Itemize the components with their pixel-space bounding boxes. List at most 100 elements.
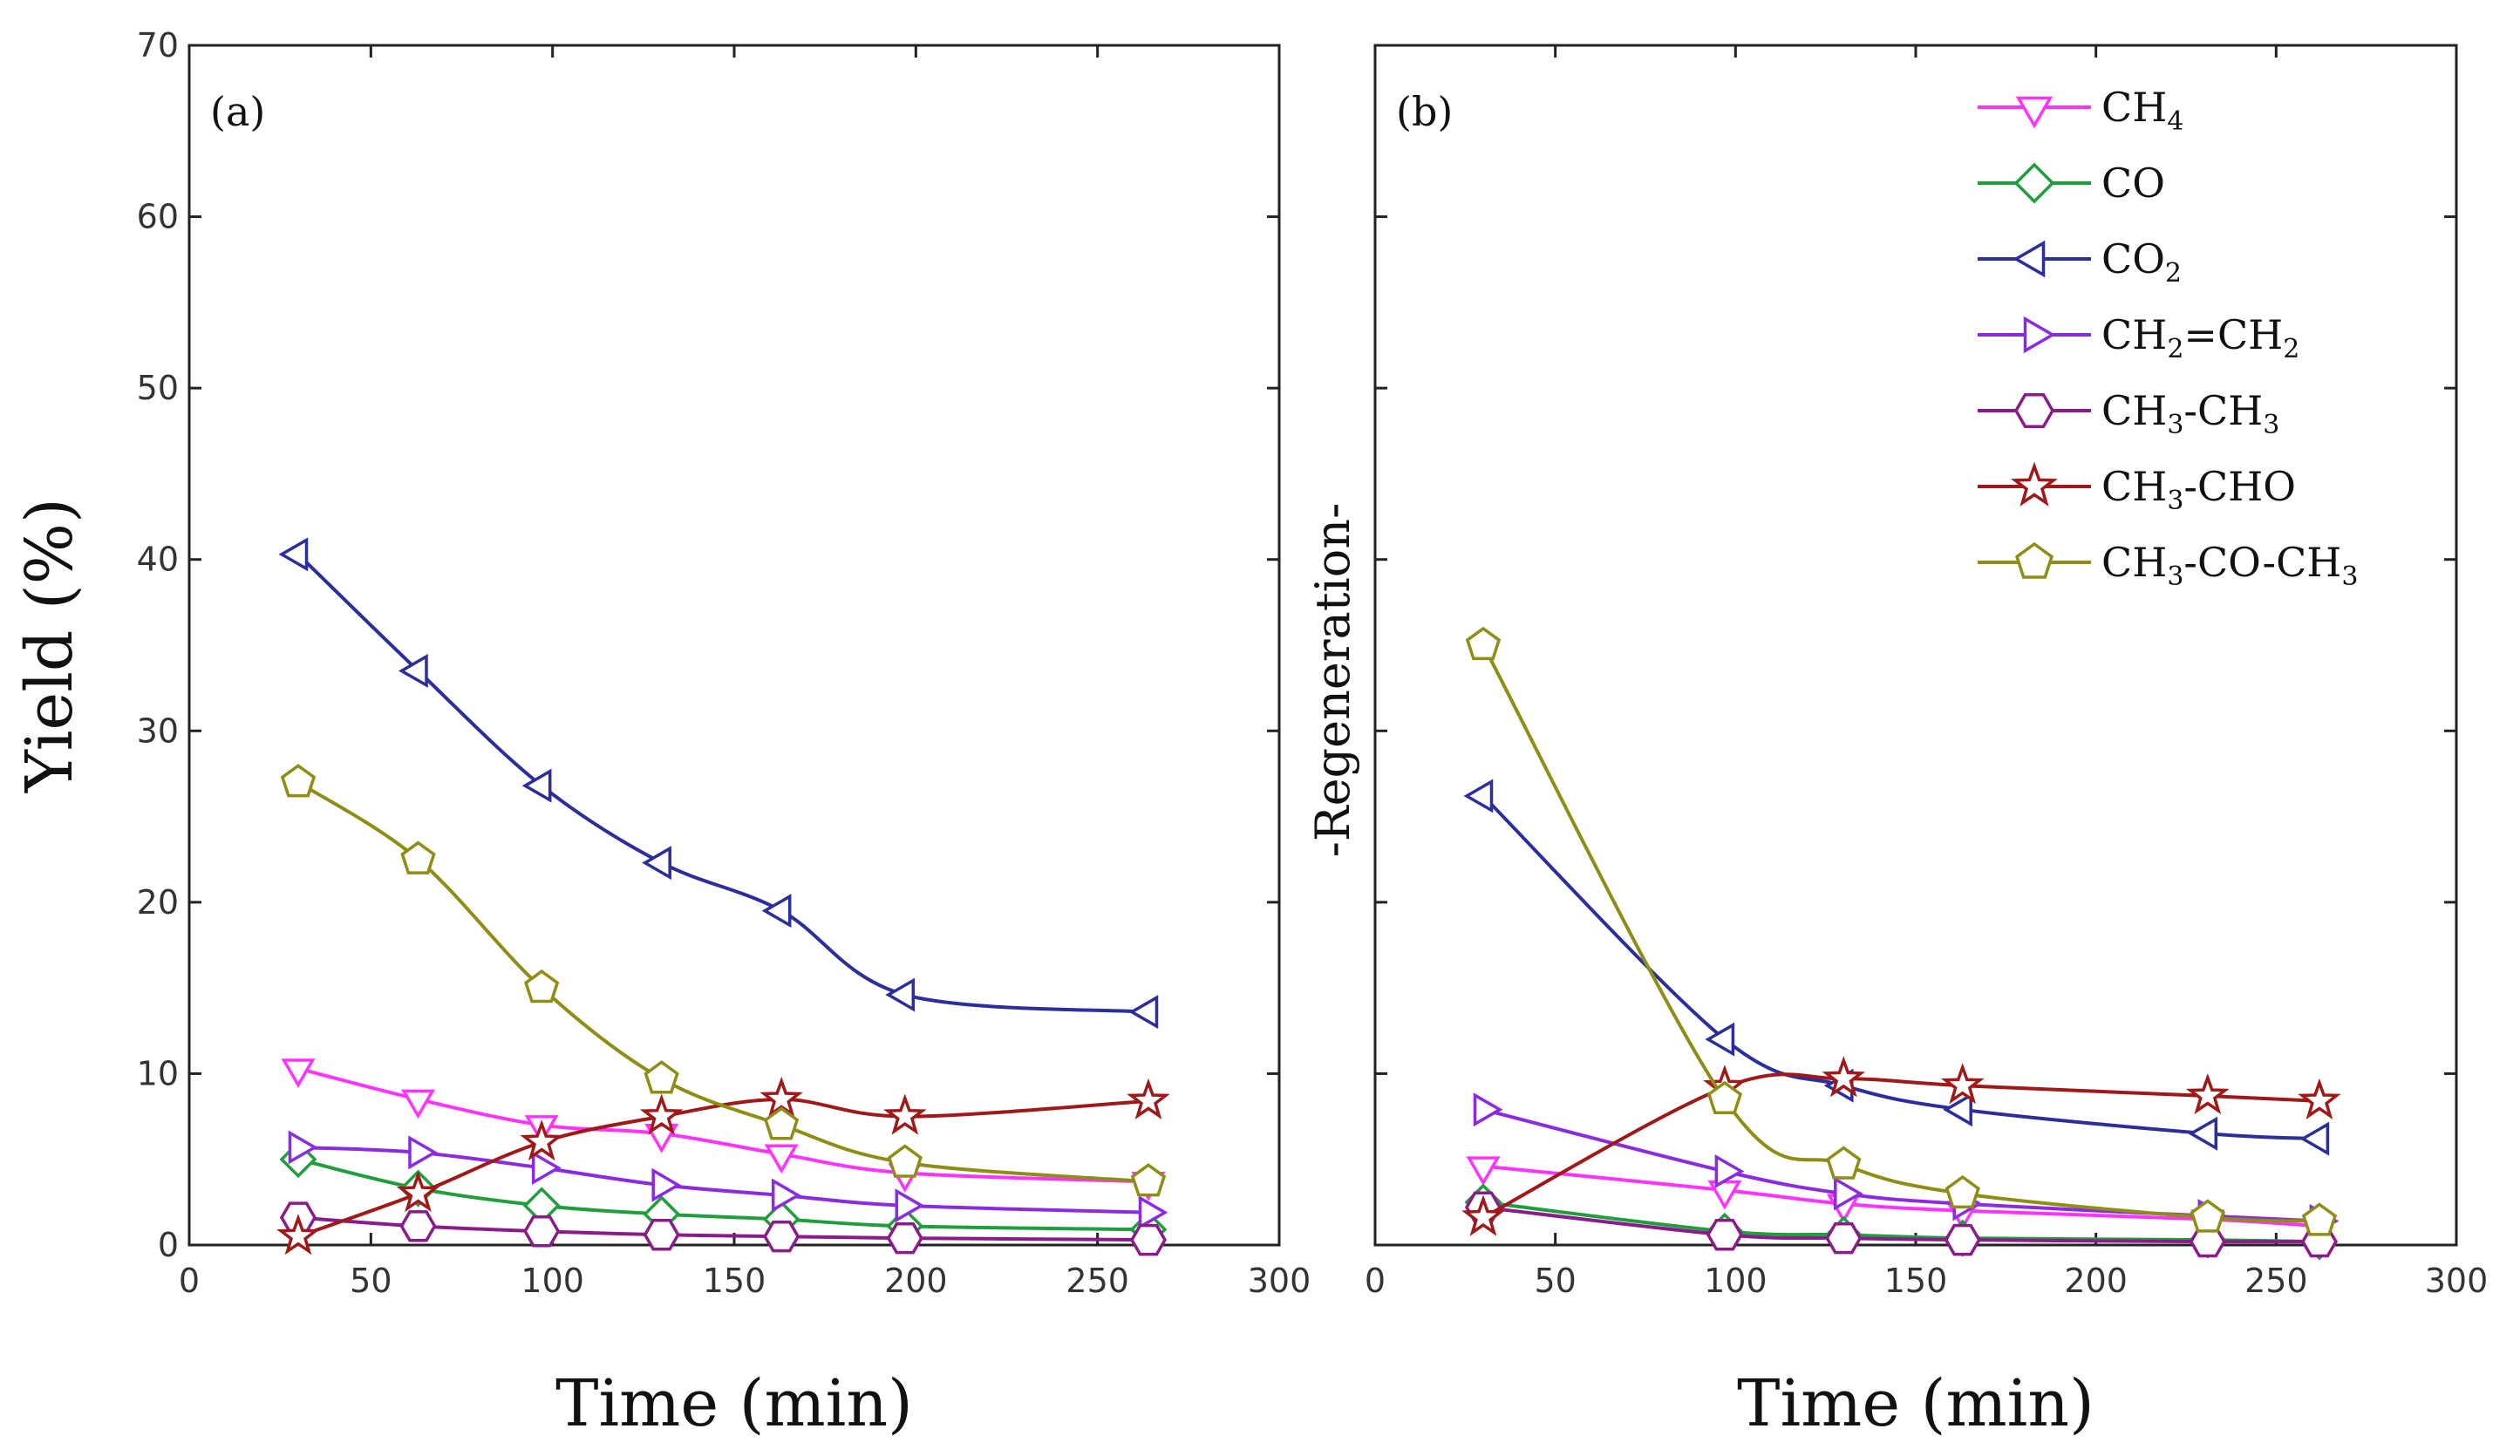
- legend-label: CO2​: [2101, 235, 2182, 289]
- data-point-ch3-cho: [2298, 1078, 2341, 1120]
- x-axis-title: Time (min): [1737, 1366, 2094, 1441]
- data-point-ch3-cho: [1461, 1194, 1505, 1236]
- data-point-co2: [1128, 995, 1159, 1030]
- data-point-ch4: [400, 1089, 436, 1119]
- data-point-ch3-ch3: [763, 1220, 800, 1253]
- series-ch3-co-ch3: [280, 764, 1167, 1197]
- data-point-co2: [2299, 1121, 2330, 1156]
- data-point-ch2-ch2: [1834, 1176, 1863, 1211]
- series-co2: [278, 537, 1159, 1030]
- legend-text: -CH: [2183, 387, 2263, 434]
- legend-item-co2: CO2​: [1978, 235, 2182, 289]
- x-tick-label: 300: [1248, 1262, 1311, 1300]
- legend-text: CH: [2101, 84, 2167, 131]
- data-point-ch3-co-ch3: [1706, 1080, 1743, 1115]
- y-tick-label: 0: [158, 1226, 179, 1264]
- x-tick-label: 150: [1884, 1262, 1948, 1300]
- legend-item-ch2-ch2: CH2​=CH2​: [1978, 311, 2299, 364]
- panel-label: (b): [1396, 88, 1453, 135]
- data-point-co2: [1943, 1092, 1972, 1127]
- data-point-ch3-co-ch3: [524, 969, 560, 1004]
- legend-text: CH: [2101, 387, 2167, 434]
- data-point-ch3-cho: [1127, 1078, 1170, 1120]
- data-point-ch3-co-ch3: [2301, 1202, 2338, 1236]
- legend-marker: [2023, 316, 2056, 354]
- data-point-ch3-cho: [2185, 1072, 2230, 1115]
- data-point-ch2-ch2: [531, 1151, 562, 1186]
- legend-label: CH3​-CO-CH3​: [2101, 539, 2359, 592]
- data-point-ch4: [1466, 1156, 1501, 1187]
- data-point-ch3-co-ch3: [1826, 1146, 1862, 1180]
- data-point-ch3-ch3: [643, 1219, 680, 1251]
- legend-text: CO: [2101, 160, 2165, 207]
- legend-text: -CO-CH: [2183, 539, 2341, 586]
- data-point-ch3-co-ch3: [400, 840, 436, 874]
- data-point-ch3-cho: [639, 1093, 684, 1135]
- data-point-ch3-ch3: [399, 1210, 437, 1242]
- data-point-ch3-ch3: [1129, 1223, 1168, 1256]
- y-tick-label: 10: [137, 1054, 179, 1092]
- data-point-ch3-co-ch3: [644, 1060, 679, 1094]
- data-point-ch3-ch3: [1825, 1221, 1863, 1255]
- series-ch3-cho: [276, 1076, 1170, 1255]
- legend-marker: [2014, 541, 2054, 579]
- data-point-ch3-ch3: [1706, 1219, 1743, 1251]
- data-point-ch3-co-ch3: [1944, 1174, 1980, 1209]
- legend-item-ch4: CH4​: [1978, 84, 2183, 137]
- y-tick-label: 40: [137, 541, 179, 579]
- legend-subscript: 2: [2283, 334, 2299, 364]
- data-point-ch3-co-ch3: [887, 1144, 923, 1178]
- data-point-ch3-cho: [276, 1214, 320, 1255]
- y-axis-title: Yield (%): [12, 498, 87, 793]
- data-point-co2: [521, 768, 552, 803]
- x-tick-label: 50: [1534, 1262, 1576, 1300]
- data-point-ch3-cho: [520, 1119, 563, 1161]
- legend-marker: [2011, 461, 2058, 507]
- legend-marker: [2013, 240, 2046, 278]
- y-tick-label: 60: [137, 198, 179, 236]
- data-point-ch3-co-ch3: [1465, 626, 1502, 661]
- x-tick-label: 100: [521, 1262, 584, 1300]
- legend-subscript: 3: [2341, 561, 2358, 592]
- legend-marker: [2015, 96, 2053, 129]
- regeneration-label: -Regeneration-: [1305, 503, 1360, 858]
- data-point-co2: [642, 846, 671, 881]
- legend-item-ch3-co-ch3: CH3​-CO-CH3​: [1978, 539, 2359, 592]
- legend-label: CH2​=CH2​: [2101, 311, 2299, 364]
- data-point-ch3-cho: [883, 1093, 927, 1135]
- data-point-ch2-ch2: [288, 1130, 318, 1165]
- legend-subscript: 3: [2263, 410, 2279, 440]
- x-tick-label: 0: [179, 1262, 200, 1300]
- legend-item-ch3-cho: CH3​-CHO: [1978, 461, 2296, 516]
- legend-item-ch3-ch3: CH3​-CH3​: [1978, 387, 2279, 440]
- data-point-ch3-co-ch3: [2190, 1199, 2225, 1233]
- data-point-ch2-ch2: [1714, 1153, 1745, 1188]
- y-tick-label: 50: [137, 369, 179, 407]
- legend-text: CH: [2101, 311, 2167, 358]
- y-tick-label: 20: [137, 883, 179, 922]
- data-point-ch2-ch2: [895, 1188, 925, 1223]
- panel-b: 0 50 100 150 200 250 300 Time (min) -Regeneratio…: [1305, 44, 2488, 1441]
- x-tick-label: 200: [884, 1262, 948, 1300]
- data-point-ch2-ch2: [408, 1135, 439, 1170]
- legend-text: -CHO: [2183, 463, 2296, 510]
- data-point-ch3-co-ch3: [764, 1106, 800, 1140]
- legend-text: =CH: [2183, 311, 2283, 358]
- legend-marker: [2013, 162, 2055, 204]
- panel-a: 0 50 100 150 200 250 300 0 10 20 30 40 50 60 70 Time (m…: [12, 26, 1311, 1441]
- data-point-ch4: [281, 1058, 316, 1088]
- legend-subscript: 3: [2167, 486, 2183, 516]
- data-point-co2: [278, 537, 309, 572]
- legend-subscript: 4: [2167, 106, 2183, 137]
- data-point-co2: [1463, 779, 1494, 813]
- series-ch3-co-ch3: [1465, 626, 2338, 1236]
- x-tick-label: 250: [1066, 1262, 1129, 1300]
- x-axis-title: Time (min): [555, 1366, 913, 1441]
- data-point-ch3-cho: [1940, 1063, 1985, 1105]
- legend-text: CO: [2101, 235, 2165, 282]
- x-tick-label: 150: [703, 1262, 766, 1300]
- x-tick-label: 200: [2064, 1262, 2128, 1300]
- data-point-ch2-ch2: [651, 1167, 682, 1202]
- series-ch3-ch3: [279, 1201, 1168, 1256]
